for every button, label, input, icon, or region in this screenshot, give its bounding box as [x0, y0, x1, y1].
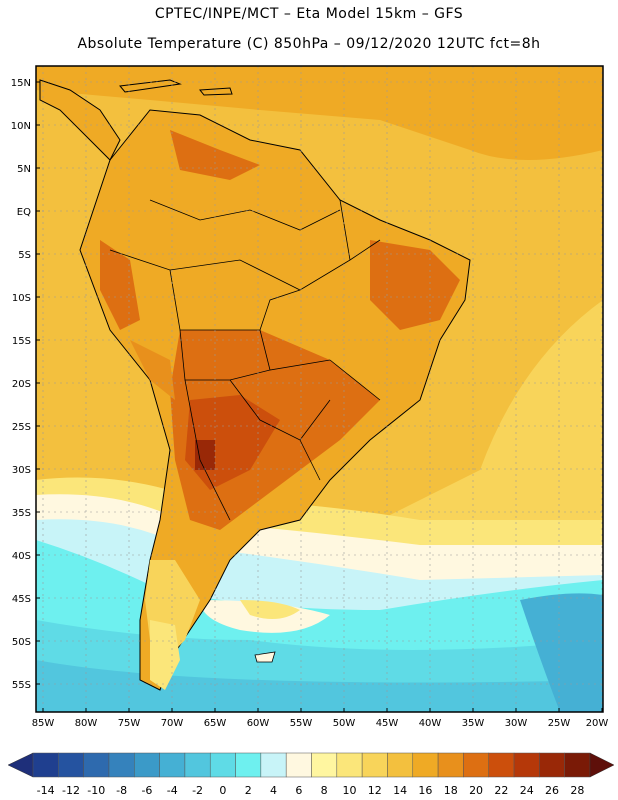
lon-label: 80W — [75, 718, 98, 729]
lon-label: 35W — [462, 718, 485, 729]
lat-label: 40S — [12, 551, 31, 562]
map-frame — [35, 65, 604, 713]
lat-label: 50S — [12, 637, 31, 648]
lon-label: 55W — [290, 718, 313, 729]
color-scale-cell — [336, 752, 363, 778]
color-scale-cell — [412, 752, 439, 778]
color-scale-cell — [564, 752, 591, 778]
lat-label: 45S — [12, 594, 31, 605]
color-scale-cell — [159, 752, 186, 778]
lat-label: 10S — [12, 293, 31, 304]
color-scale-min-arrow — [7, 752, 34, 778]
color-scale-label: -2 — [192, 784, 203, 797]
color-scale-label: -12 — [62, 784, 80, 797]
lon-label: 45W — [376, 718, 399, 729]
color-scale-cell — [285, 752, 312, 778]
color-scale-max-arrow — [589, 752, 615, 778]
lat-label: 15S — [12, 336, 31, 347]
lon-label: 70W — [161, 718, 184, 729]
color-scale-label: 10 — [342, 784, 356, 797]
color-scale-label: 0 — [219, 784, 226, 797]
color-scale-cell — [83, 752, 110, 778]
lat-label: 55S — [12, 680, 31, 691]
color-scale-label: -8 — [116, 784, 127, 797]
color-scale-label: 26 — [545, 784, 559, 797]
color-scale-label: -14 — [37, 784, 55, 797]
color-scale-cell — [134, 752, 160, 778]
lat-label: 20S — [12, 379, 31, 390]
color-scale-cell — [184, 752, 211, 778]
lon-label: 85W — [32, 718, 55, 729]
color-scale-label: -10 — [87, 784, 105, 797]
color-scale-cell — [260, 752, 287, 778]
color-scale-cell — [209, 752, 236, 778]
color-scale-cell — [108, 752, 135, 778]
lon-label: 30W — [505, 718, 528, 729]
lat-label: 15N — [11, 78, 31, 89]
lon-label: 40W — [419, 718, 442, 729]
temperature-field — [36, 66, 603, 712]
lat-label: EQ — [17, 207, 31, 218]
lat-label: 35S — [12, 508, 31, 519]
color-scale-label: 14 — [393, 784, 407, 797]
color-scale-cell — [513, 752, 540, 778]
color-scale-label: -4 — [167, 784, 178, 797]
lon-label: 50W — [333, 718, 356, 729]
color-scale-label: 16 — [418, 784, 432, 797]
lat-label: 5S — [18, 250, 31, 261]
lat-label: 25S — [12, 422, 31, 433]
lon-label: 20W — [586, 718, 609, 729]
color-scale-cell — [58, 752, 84, 778]
lat-label: 5N — [17, 164, 31, 175]
lon-label: 65W — [204, 718, 227, 729]
color-scale-cell — [437, 752, 464, 778]
color-scale-labels: -14 -12 -10 -8 -6 -4 -2 0 2 4 6 8 10 12 14 16 18 20 22 24 26… — [37, 784, 585, 797]
color-scale-label: 12 — [368, 784, 382, 797]
color-scale-cell — [235, 752, 262, 778]
color-scale-label: 2 — [245, 784, 252, 797]
color-scale-cell — [311, 752, 338, 778]
color-scale-cell — [361, 752, 388, 778]
lon-label: 60W — [247, 718, 270, 729]
color-scale-label: 8 — [321, 784, 328, 797]
color-scale-label: 6 — [295, 784, 302, 797]
map-title-line1: CPTEC/INPE/MCT – Eta Model 15km – GFS — [154, 6, 464, 22]
color-scale-label: -6 — [141, 784, 152, 797]
color-scale-cell — [32, 752, 59, 778]
lat-label: 10N — [11, 121, 31, 132]
color-scale-cell — [488, 752, 515, 778]
color-scale-cells — [7, 752, 615, 778]
color-scale-cell — [463, 752, 489, 778]
map-title-line2: Absolute Temperature (C) 850hPa – 09/12/… — [77, 36, 541, 52]
color-scale-label: 22 — [494, 784, 508, 797]
lon-label: 75W — [118, 718, 141, 729]
color-scale-label: 4 — [270, 784, 277, 797]
color-scale-cell — [539, 752, 565, 778]
color-scale-label: 20 — [469, 784, 483, 797]
color-scale-label: 24 — [520, 784, 534, 797]
color-scale-label: 28 — [570, 784, 584, 797]
color-scale-cell — [387, 752, 414, 778]
color-scale-label: 18 — [444, 784, 458, 797]
lon-label: 25W — [548, 718, 571, 729]
lat-label: 30S — [12, 465, 31, 476]
